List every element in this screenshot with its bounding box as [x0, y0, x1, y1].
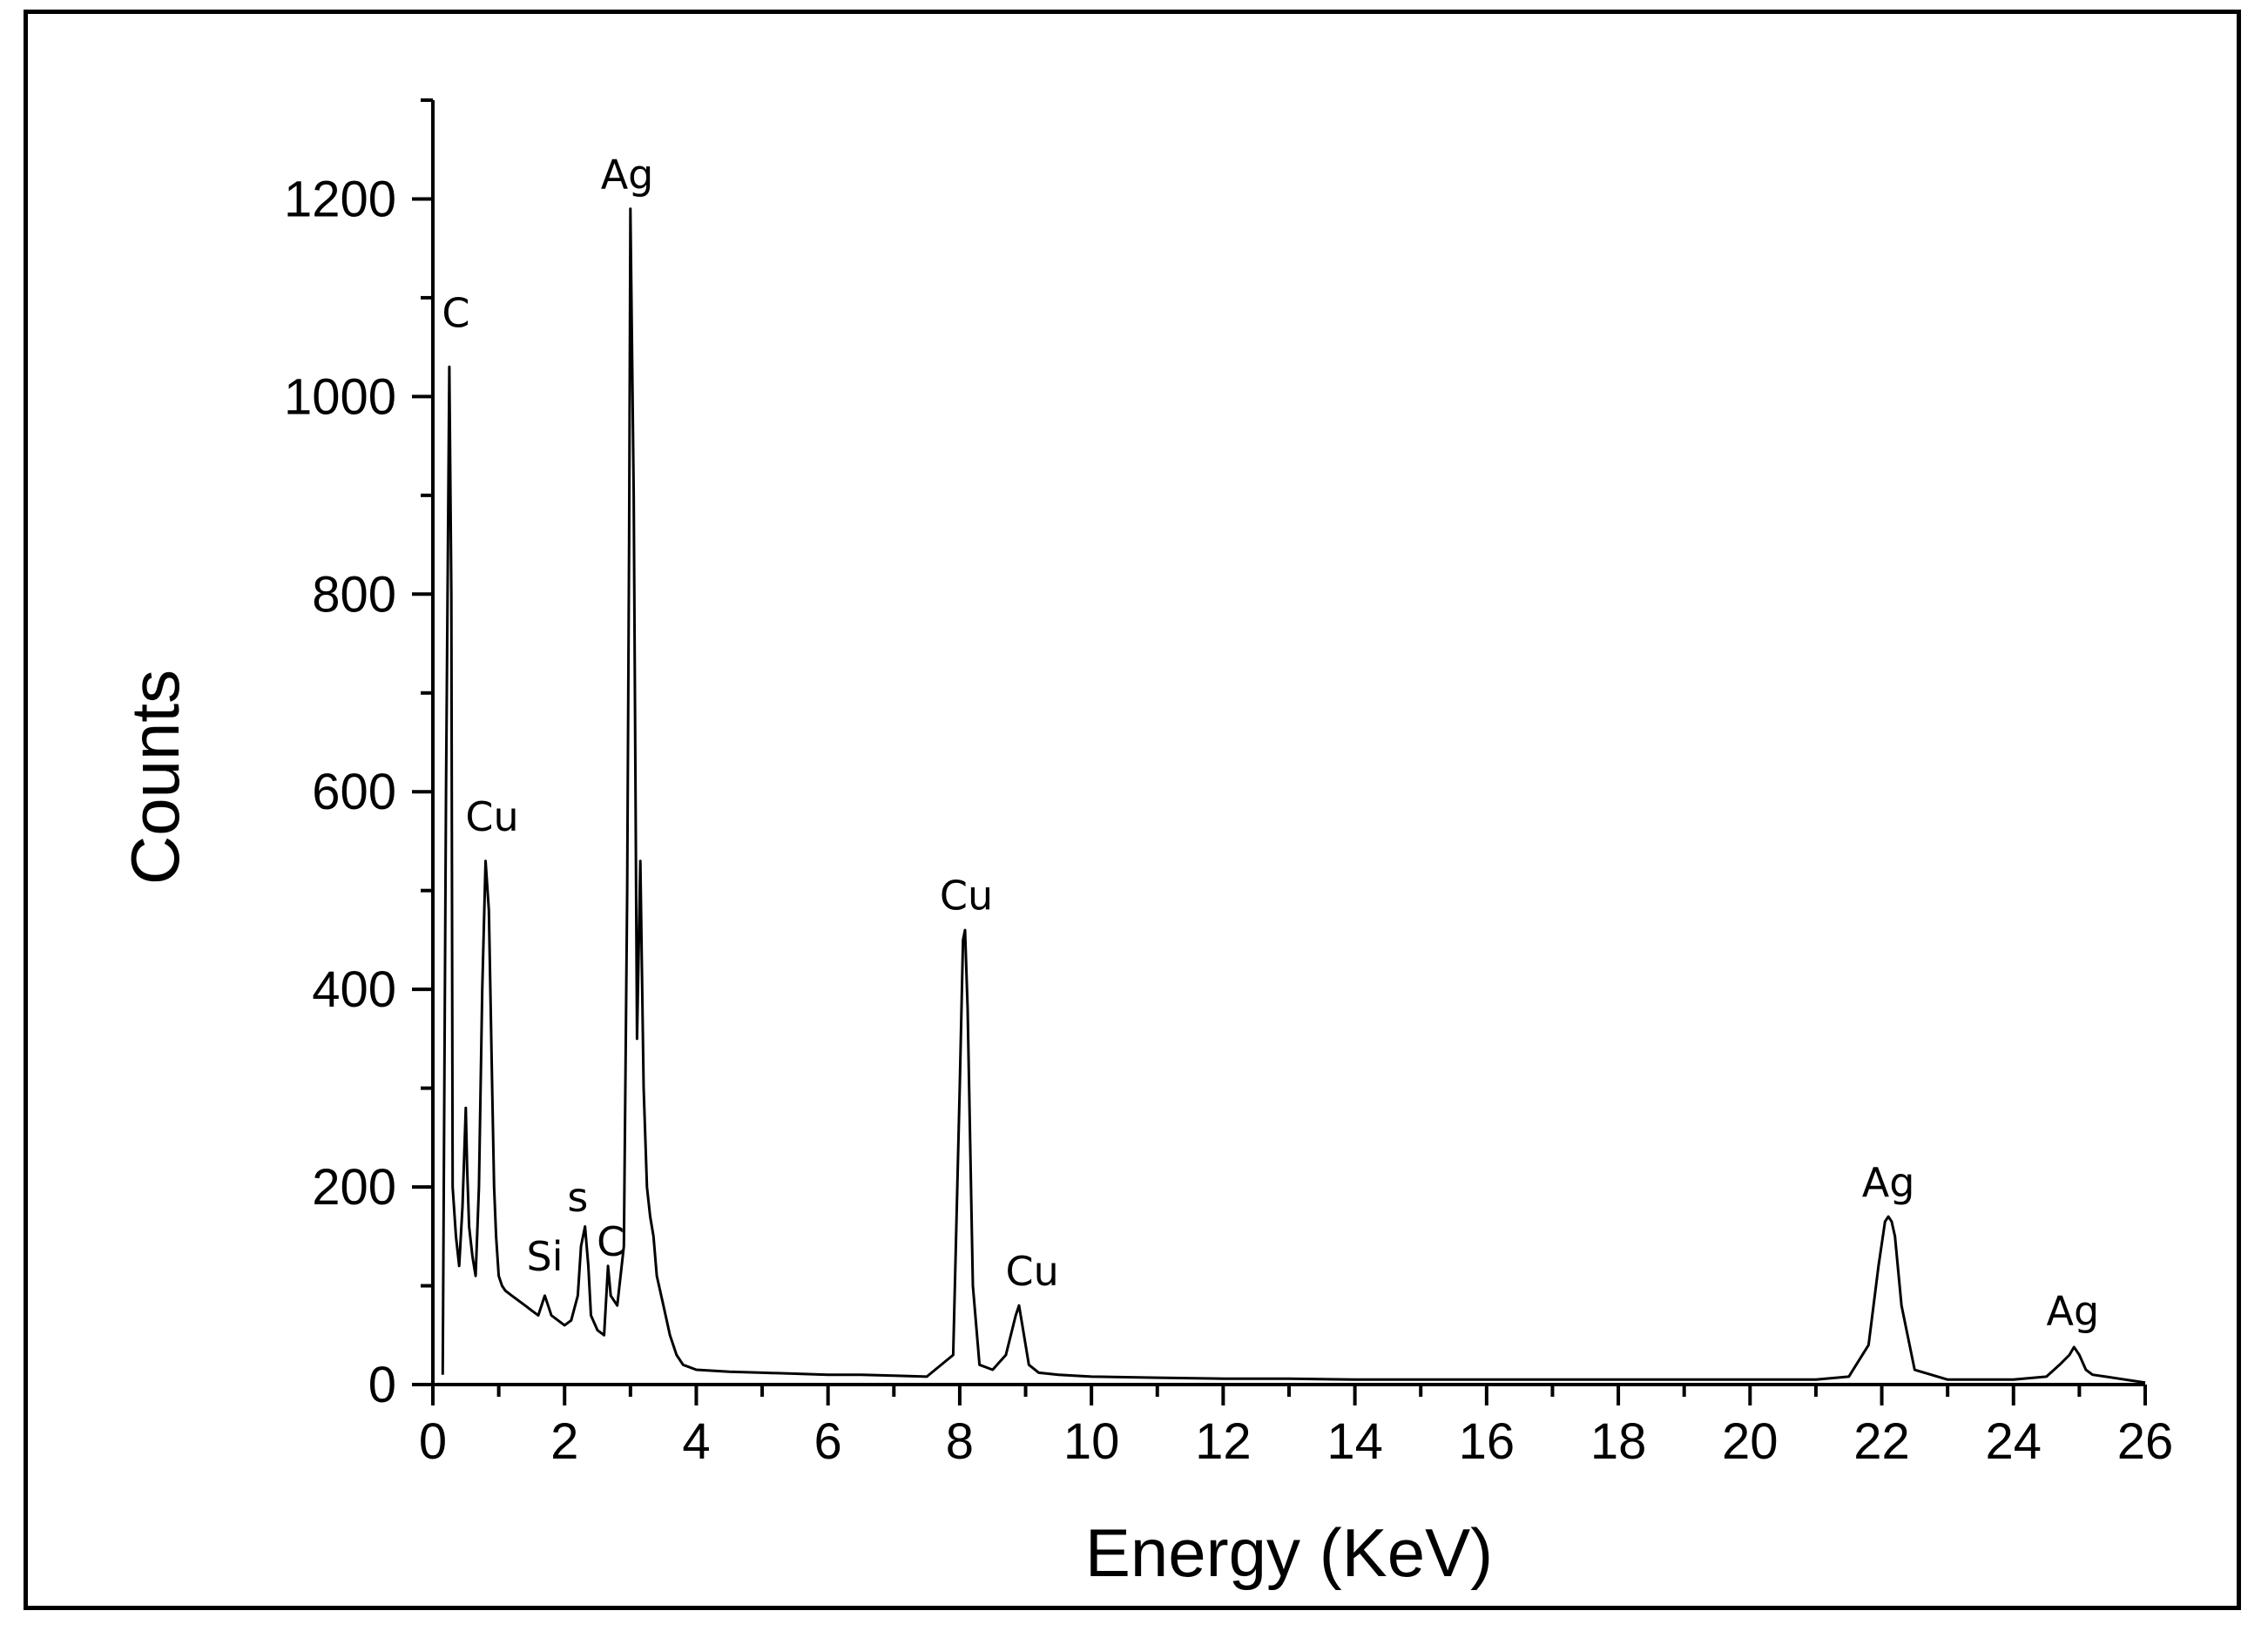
- peak-label: Cu: [940, 873, 993, 920]
- x-tick-label: 22: [1853, 1413, 1910, 1470]
- x-tick-label: 6: [814, 1413, 842, 1470]
- peak-label: Ag: [1862, 1159, 1915, 1206]
- peak-label: Cu: [1005, 1248, 1058, 1295]
- peak-label: Ag: [601, 151, 654, 198]
- peak-annotations: C Cu Ag sSi C Cu Cu Ag Ag: [442, 151, 2099, 1334]
- peak-label: C: [597, 1218, 624, 1265]
- x-tick-label: 8: [946, 1413, 974, 1470]
- x-tick-label: 2: [550, 1413, 578, 1470]
- x-tick-label: 18: [1590, 1413, 1647, 1470]
- peak-label: Cu: [465, 793, 518, 840]
- peak-label: Ag: [2046, 1287, 2099, 1334]
- ticks: [412, 98, 2147, 1405]
- x-tick-label: 10: [1063, 1413, 1120, 1470]
- y-tick-label: 1000: [284, 368, 396, 425]
- y-tick-label: 200: [312, 1159, 396, 1216]
- peak-label: Si: [527, 1233, 564, 1280]
- chart-frame: [24, 10, 2241, 1610]
- x-tick-label: 14: [1326, 1413, 1383, 1470]
- x-tick-label: 16: [1459, 1413, 1515, 1470]
- y-tick-label: 400: [312, 961, 396, 1018]
- x-axis-title: Energy (KeV): [1085, 1514, 1493, 1591]
- x-tick-label: 4: [682, 1413, 710, 1470]
- y-tick-label: 600: [312, 764, 396, 820]
- peak-label: s: [567, 1174, 588, 1221]
- x-tick-label: 0: [419, 1413, 447, 1470]
- x-tick-label: 12: [1195, 1413, 1252, 1470]
- peak-label: C: [442, 289, 469, 336]
- x-tick-label: 26: [2117, 1413, 2174, 1470]
- y-tick-label: 800: [312, 566, 396, 623]
- spectrum-line: [441, 207, 2146, 1385]
- x-tick-label: 24: [1986, 1413, 2042, 1470]
- tick-labels: 0 2 4 6 8 10 12 14 16 18 20 22 24 2602004006008001000…: [284, 171, 2173, 1470]
- y-tick-label: 0: [368, 1357, 396, 1413]
- y-axis-title: Counts: [117, 670, 193, 885]
- x-tick-label: 20: [1722, 1413, 1779, 1470]
- y-tick-label: 1200: [284, 171, 396, 227]
